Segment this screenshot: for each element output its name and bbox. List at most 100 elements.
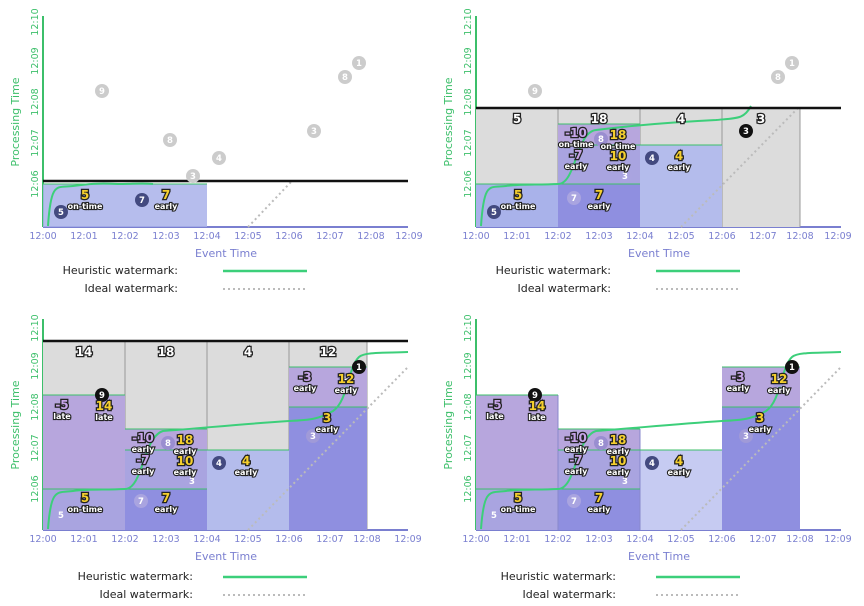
svg-text:14: 14 <box>96 399 113 413</box>
svg-text:12:09: 12:09 <box>463 47 474 74</box>
data-point: 3 <box>185 474 199 488</box>
svg-text:-7: -7 <box>569 453 582 467</box>
pane-result: 5on-time <box>66 490 104 515</box>
data-point: 5 <box>487 205 501 219</box>
data-point: 3 <box>306 429 320 443</box>
svg-text:12:01: 12:01 <box>503 231 530 242</box>
svg-text:early: early <box>588 505 612 514</box>
svg-text:12:06: 12:06 <box>708 534 735 545</box>
svg-text:on-time: on-time <box>501 202 536 211</box>
svg-text:7: 7 <box>571 497 577 507</box>
panel-2: 5 18 4 3 5 7 8 3 4 3 9 8 1 5on-time 7ear… <box>442 8 852 295</box>
data-point: 4 <box>212 456 226 470</box>
svg-text:12:00: 12:00 <box>462 231 489 242</box>
data-point: 4 <box>645 456 659 470</box>
svg-text:12:05: 12:05 <box>234 231 261 242</box>
svg-text:3: 3 <box>622 477 628 487</box>
legend: Heuristic watermark: Ideal watermark: <box>501 570 740 601</box>
svg-text:5: 5 <box>58 511 64 521</box>
data-point: 9 <box>528 388 542 402</box>
y-tick-labels: 12:06 12:07 12:08 12:09 12:10 <box>30 314 41 502</box>
svg-text:3: 3 <box>189 477 195 487</box>
svg-text:Ideal watermark:: Ideal watermark: <box>523 588 617 601</box>
data-point: 3 <box>739 429 753 443</box>
svg-text:-7: -7 <box>136 453 149 467</box>
pane-result: 5on-time <box>499 490 537 515</box>
pane-sum: 3 <box>757 112 765 126</box>
svg-text:12:10: 12:10 <box>463 8 474 35</box>
svg-text:4: 4 <box>216 459 222 469</box>
svg-text:1: 1 <box>356 363 362 373</box>
svg-text:7: 7 <box>162 491 170 505</box>
data-point: 8 <box>161 436 175 450</box>
pane-sum: 18 <box>591 112 608 126</box>
y-axis-label: Processing Time <box>442 380 455 469</box>
svg-text:12:08: 12:08 <box>786 231 813 242</box>
svg-text:10: 10 <box>610 149 627 163</box>
svg-text:12:09: 12:09 <box>824 231 851 242</box>
svg-text:early: early <box>294 384 318 393</box>
ideal-watermark <box>247 181 292 228</box>
pane-sum: 5 <box>513 112 521 126</box>
pane-sum: 14 <box>76 345 93 359</box>
svg-text:7: 7 <box>595 491 603 505</box>
svg-text:7: 7 <box>595 188 603 202</box>
svg-text:-3: -3 <box>731 370 744 384</box>
data-point: 3 <box>618 474 632 488</box>
svg-text:1: 1 <box>789 363 795 373</box>
svg-text:7: 7 <box>571 194 577 204</box>
data-point: 1 <box>785 360 799 374</box>
svg-text:8: 8 <box>167 136 173 146</box>
svg-text:8: 8 <box>342 376 348 386</box>
svg-text:12:10: 12:10 <box>30 8 41 35</box>
svg-text:early: early <box>565 467 589 476</box>
pane-result: 5on-time <box>66 187 104 212</box>
svg-text:10: 10 <box>610 454 627 468</box>
data-point: 3 <box>618 169 632 183</box>
svg-text:-5: -5 <box>488 398 501 412</box>
svg-text:12:01: 12:01 <box>70 534 97 545</box>
svg-text:12:03: 12:03 <box>585 534 612 545</box>
svg-text:4: 4 <box>675 454 683 468</box>
svg-text:12:07: 12:07 <box>316 534 343 545</box>
svg-text:12:06: 12:06 <box>30 170 41 197</box>
svg-text:12:03: 12:03 <box>152 231 179 242</box>
svg-text:-3: -3 <box>298 370 311 384</box>
x-axis-label: Event Time <box>628 247 690 260</box>
svg-text:12:08: 12:08 <box>786 534 813 545</box>
data-point: 3 <box>186 169 200 183</box>
svg-text:early: early <box>565 162 589 171</box>
data-point: 8 <box>163 133 177 147</box>
data-point: 7 <box>567 191 581 205</box>
svg-text:early: early <box>155 505 179 514</box>
svg-text:early: early <box>749 425 773 434</box>
svg-text:early: early <box>588 202 612 211</box>
x-axis-label: Event Time <box>628 550 690 563</box>
svg-text:12:07: 12:07 <box>30 129 41 156</box>
svg-text:8: 8 <box>165 439 171 449</box>
svg-text:3: 3 <box>323 411 331 425</box>
data-point: 3 <box>739 124 753 138</box>
data-point: 7 <box>135 193 149 207</box>
svg-text:12:07: 12:07 <box>30 434 41 461</box>
svg-text:late: late <box>528 413 546 422</box>
svg-text:-10: -10 <box>132 431 154 445</box>
svg-text:5: 5 <box>514 188 522 202</box>
svg-text:12:06: 12:06 <box>30 475 41 502</box>
svg-text:late: late <box>486 412 504 421</box>
svg-text:12:08: 12:08 <box>30 88 41 115</box>
svg-text:early: early <box>155 202 179 211</box>
data-point: 7 <box>567 494 581 508</box>
svg-text:5: 5 <box>81 188 89 202</box>
svg-text:12:00: 12:00 <box>29 231 56 242</box>
